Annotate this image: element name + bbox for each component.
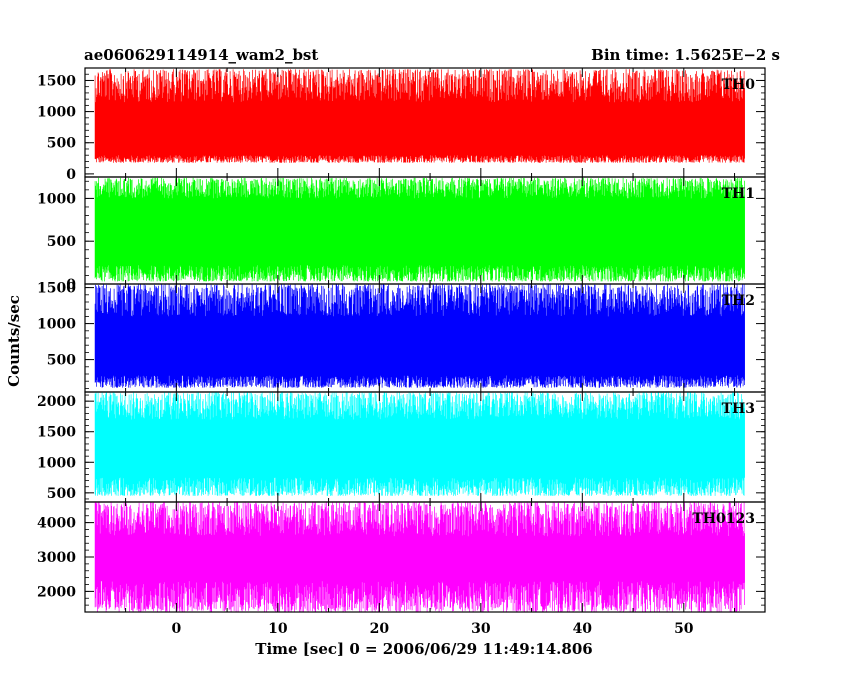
series-th2-line [94, 284, 745, 388]
y-tick-label: 500 [47, 353, 76, 369]
panel-th3: 500 1000 1500 2000 TH3 [37, 391, 766, 503]
x-tick-label: 0 [171, 621, 181, 637]
y-tick-label: 1000 [37, 455, 76, 471]
y-tick-label: 1000 [37, 317, 76, 333]
panel-th1: 0 500 1000 TH1 [37, 176, 766, 293]
x-tick-label: 50 [674, 621, 694, 637]
x-tick-label: 40 [573, 621, 593, 637]
y-tick-label: 1500 [37, 425, 76, 441]
panels: 0 500 1000 1500 TH0 0 500 1000 TH1 500 1000 1500 TH2… [37, 67, 766, 613]
y-tick-label: 1000 [37, 105, 76, 121]
panel-th0123: 2000 3000 4000 TH0123 [37, 501, 766, 613]
chart-subtitle: Bin time: 1.5625E−2 s [591, 46, 780, 64]
series-label: TH3 [722, 401, 755, 417]
x-tick-label: 20 [370, 621, 390, 637]
series-th1-line [94, 177, 745, 282]
y-tick-label: 0 [66, 167, 76, 183]
y-tick-label: 1000 [37, 191, 76, 207]
y-tick-label: 2000 [37, 584, 76, 600]
series-th0-line [94, 69, 745, 163]
y-tick-label: 1500 [37, 281, 76, 297]
y-tick-label: 2000 [37, 394, 76, 410]
panel-th0: 0 500 1000 1500 TH0 [37, 67, 766, 183]
x-axis-label: Time [sec] 0 = 2006/06/29 11:49:14.806 [255, 640, 592, 658]
series-label: TH2 [722, 293, 755, 309]
y-tick-label: 3000 [37, 550, 76, 566]
series-th0123-line [94, 502, 745, 612]
x-axis: 0 10 20 30 40 50 [171, 621, 693, 637]
y-tick-label: 500 [47, 486, 76, 502]
panel-th2: 500 1000 1500 TH2 [37, 281, 766, 393]
x-tick-label: 10 [268, 621, 288, 637]
y-tick-label: 500 [47, 234, 76, 250]
series-label: TH1 [722, 186, 755, 202]
series-label: TH0 [722, 77, 756, 93]
y-tick-label: 0 [66, 277, 76, 293]
chart-title: ae060629114914_wam2_bst [84, 46, 318, 64]
x-tick-label: 30 [471, 621, 491, 637]
y-tick-label: 1500 [37, 73, 76, 89]
y-tick-label: 500 [47, 136, 76, 152]
series-label: TH0123 [692, 511, 755, 527]
y-axis-label: Counts/sec [5, 295, 23, 387]
series-th3-line [94, 392, 745, 496]
y-tick-label: 4000 [37, 516, 76, 532]
